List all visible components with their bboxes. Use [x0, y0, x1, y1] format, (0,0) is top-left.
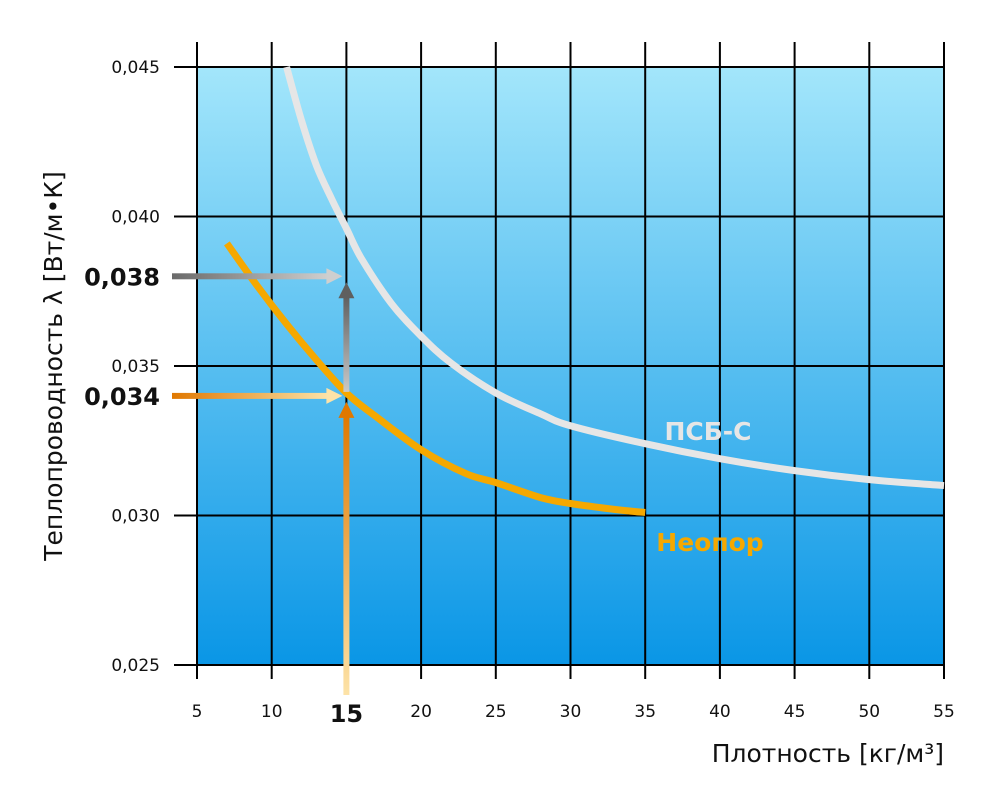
x-tick-label-highlight: 15	[330, 700, 363, 728]
y-tick-label: 0,045	[111, 58, 160, 78]
x-tick-label: 45	[784, 702, 806, 722]
grid	[174, 42, 945, 679]
y-tick-label-highlight: 0,038	[84, 263, 160, 291]
series-line-psb-s	[283, 66, 945, 490]
highlight-horizontal-arrow	[172, 392, 329, 399]
highlight-vertical-arrowhead	[338, 401, 355, 418]
highlight-vertical-arrow	[343, 296, 350, 392]
x-tick-label: 50	[858, 702, 880, 722]
highlight-horizontal-arrowhead	[326, 268, 343, 285]
x-tick-label: 40	[709, 702, 731, 722]
series-label-neopor: Неопор	[656, 528, 763, 557]
y-axis-title: Теплопроводность λ [Вт/м•К]	[39, 171, 68, 561]
x-axis-title: Плотность [кг/м³]	[712, 739, 944, 768]
y-tick-label: 0,040	[111, 208, 160, 228]
highlight-layer	[172, 268, 355, 695]
x-tick-label: 30	[560, 702, 582, 722]
x-tick-label: 10	[261, 702, 283, 722]
tick-labels: 5 10 15 20 25 30 35 40 45 50 55 0,025 0,030 0,035 0,04…	[84, 58, 955, 728]
y-tick-label: 0,025	[111, 656, 160, 676]
x-tick-label: 55	[933, 702, 955, 722]
highlight-vertical-arrow	[343, 415, 350, 695]
highlight-horizontal-arrow	[172, 273, 329, 280]
y-tick-label: 0,030	[111, 507, 160, 527]
y-tick-label-highlight: 0,034	[84, 383, 160, 411]
x-tick-label: 5	[192, 702, 203, 722]
series-layer	[224, 66, 945, 516]
series-label-psb-s: ПСБ-С	[664, 417, 751, 446]
x-tick-label: 20	[410, 702, 432, 722]
x-tick-label: 25	[485, 702, 507, 722]
x-tick-label: 35	[634, 702, 656, 722]
series-line-neopor	[224, 241, 646, 516]
highlight-horizontal-arrowhead	[326, 387, 343, 404]
y-tick-label: 0,035	[111, 357, 160, 377]
highlight-vertical-arrowhead	[338, 282, 355, 299]
